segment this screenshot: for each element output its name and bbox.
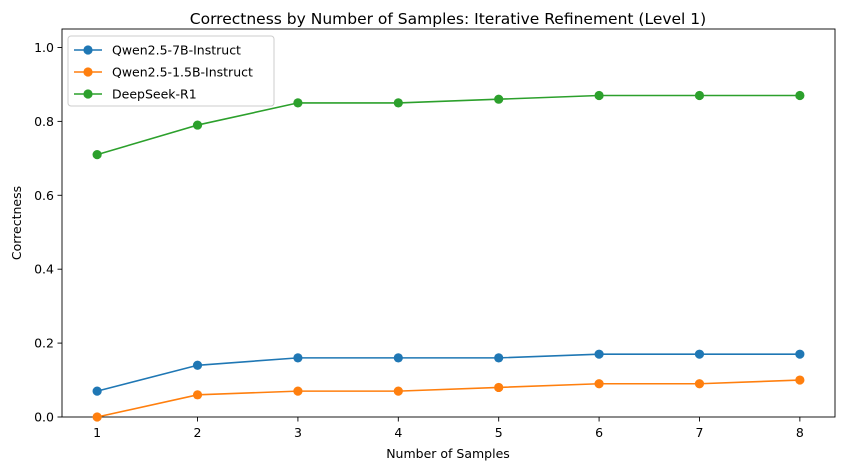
data-point [293, 353, 303, 363]
data-point [293, 98, 303, 108]
data-point [795, 90, 805, 101]
data-point [393, 98, 403, 108]
y-tick-label: 0.0 [34, 410, 54, 425]
y-tick-label: 0.2 [34, 336, 54, 351]
series-line [96, 379, 800, 418]
x-tick-label: 6 [595, 425, 603, 440]
data-point [293, 386, 303, 396]
y-tick-label: 0.6 [34, 188, 54, 203]
legend-swatch-marker [83, 45, 93, 55]
data-point [594, 349, 604, 359]
data-point [92, 150, 102, 160]
legend-swatch-marker [83, 67, 93, 77]
series-2 [92, 375, 805, 422]
x-axis-ticks: 1 2 3 4 5 6 7 8 [93, 417, 804, 440]
series-line [96, 94, 800, 156]
legend-entry: Qwen2.5-7B-Instruct [74, 43, 241, 58]
x-axis-label: Number of Samples [386, 446, 510, 461]
data-point [192, 120, 203, 130]
y-tick-label: 0.4 [34, 262, 54, 277]
legend-label: Qwen2.5-7B-Instruct [112, 43, 241, 58]
y-tick-label: 1.0 [34, 40, 54, 55]
legend-label: Qwen2.5-1.5B-Instruct [112, 65, 253, 80]
legend-swatch-marker [83, 89, 93, 99]
series-3 [92, 90, 805, 160]
x-tick-label: 7 [695, 425, 703, 440]
chart-title: Correctness by Number of Samples: Iterat… [190, 10, 706, 28]
data-point [192, 360, 203, 370]
data-point [494, 353, 504, 363]
data-point [594, 90, 604, 101]
x-tick-label: 2 [194, 425, 202, 440]
x-tick-label: 1 [93, 425, 101, 440]
x-tick-label: 4 [394, 425, 402, 440]
x-tick-label: 8 [796, 425, 804, 440]
data-point [494, 382, 504, 393]
data-point [694, 90, 705, 101]
series-line [96, 353, 800, 392]
data-point [92, 412, 102, 422]
legend: Qwen2.5-7B-Instruct Qwen2.5-1.5B-Instruct… [67, 35, 275, 107]
x-tick-label: 3 [294, 425, 302, 440]
y-axis-label: Correctness [9, 186, 24, 260]
data-point [92, 386, 102, 396]
data-point [694, 379, 705, 389]
data-point [795, 349, 805, 359]
legend-entry: DeepSeek-R1 [74, 87, 197, 102]
series-layer [92, 90, 805, 422]
data-point [192, 390, 203, 400]
data-point [795, 375, 805, 385]
data-point [393, 386, 403, 396]
legend-frame [67, 35, 275, 107]
legend-label: DeepSeek-R1 [112, 87, 197, 102]
data-point [393, 353, 403, 363]
x-tick-label: 5 [495, 425, 503, 440]
data-point [694, 349, 705, 359]
legend-entry: Qwen2.5-1.5B-Instruct [74, 65, 253, 80]
y-tick-label: 0.8 [34, 114, 54, 129]
data-point [494, 94, 504, 104]
series-1 [92, 349, 805, 396]
data-point [594, 379, 604, 389]
y-axis-ticks: 0.0 0.2 0.4 0.6 0.8 1.0 [34, 40, 62, 425]
